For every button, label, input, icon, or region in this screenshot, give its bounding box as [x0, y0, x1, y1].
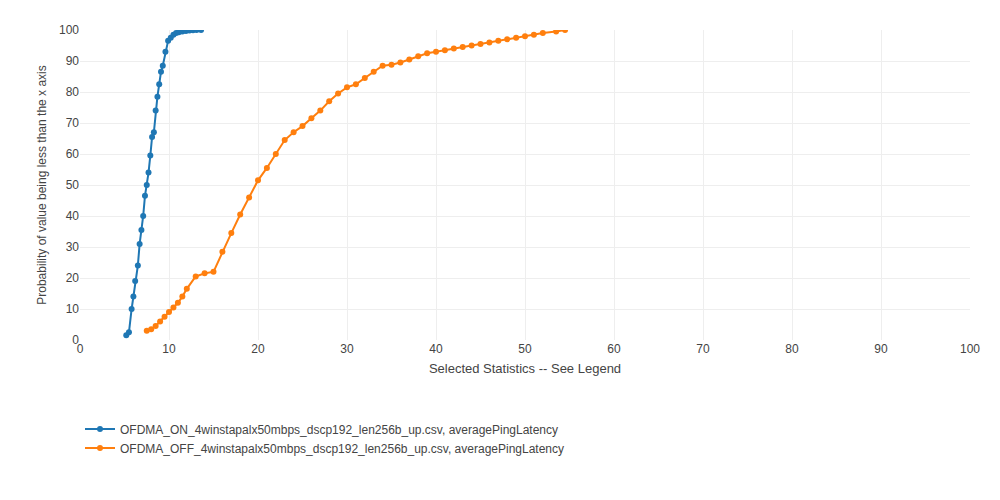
svg-text:0: 0 — [77, 342, 84, 356]
svg-text:100: 100 — [960, 342, 980, 356]
svg-text:70: 70 — [696, 342, 710, 356]
svg-text:10: 10 — [66, 302, 80, 316]
svg-text:30: 30 — [340, 342, 354, 356]
svg-text:50: 50 — [66, 178, 80, 192]
svg-text:20: 20 — [251, 342, 265, 356]
svg-text:100: 100 — [59, 23, 79, 37]
svg-text:80: 80 — [66, 85, 80, 99]
svg-text:Selected Statistics -- See Leg: Selected Statistics -- See Legend — [429, 361, 621, 376]
svg-text:60: 60 — [607, 342, 621, 356]
svg-text:70: 70 — [66, 116, 80, 130]
svg-text:60: 60 — [66, 147, 80, 161]
svg-text:OFDMA_OFF_4winstapalx50mbps_ds: OFDMA_OFF_4winstapalx50mbps_dscp192_len2… — [120, 442, 564, 456]
svg-text:50: 50 — [518, 342, 532, 356]
svg-text:80: 80 — [785, 342, 799, 356]
svg-text:10: 10 — [162, 342, 176, 356]
svg-text:40: 40 — [429, 342, 443, 356]
svg-text:0: 0 — [72, 333, 79, 347]
svg-text:40: 40 — [66, 209, 80, 223]
svg-text:OFDMA_ON_4winstapalx50mbps_dsc: OFDMA_ON_4winstapalx50mbps_dscp192_len25… — [120, 423, 558, 437]
svg-text:20: 20 — [66, 271, 80, 285]
svg-text:90: 90 — [874, 342, 888, 356]
svg-text:Probability of value being les: Probability of value being less than the… — [35, 65, 49, 304]
svg-text:90: 90 — [66, 54, 80, 68]
svg-text:30: 30 — [66, 240, 80, 254]
